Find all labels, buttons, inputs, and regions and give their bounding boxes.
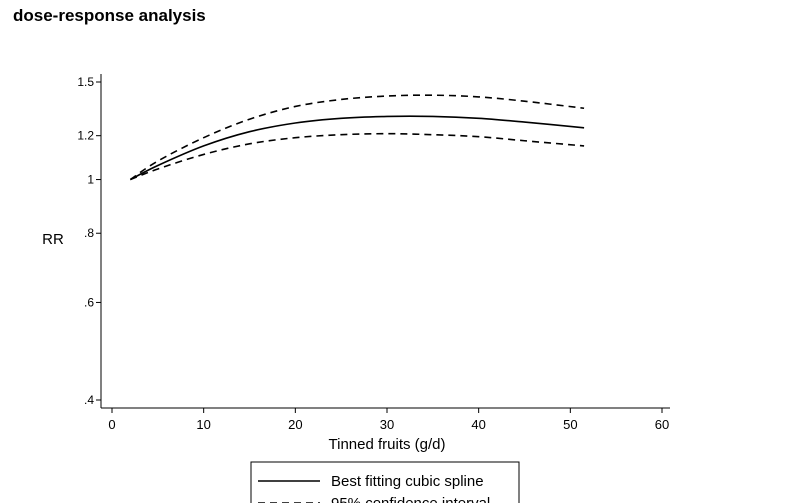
y-tick-label: .4 xyxy=(84,393,94,407)
y-tick-label: .6 xyxy=(84,295,94,309)
x-tick-label: 50 xyxy=(563,417,577,432)
ci-lower-line xyxy=(130,132,585,181)
x-tick-label: 20 xyxy=(288,417,302,432)
y-tick-label: 1.2 xyxy=(77,129,94,143)
y-tick-label: 1 xyxy=(87,173,94,187)
legend: Best fitting cubic spline 95% confidence … xyxy=(250,461,520,503)
x-tick-label: 0 xyxy=(108,417,115,432)
x-tick-label: 40 xyxy=(471,417,485,432)
legend-label: 95% confidence interval xyxy=(331,495,490,503)
y-tick-label: 1.5 xyxy=(77,75,94,89)
x-tick-label: 10 xyxy=(196,417,210,432)
x-tick-label: 30 xyxy=(380,417,394,432)
spline-line xyxy=(129,115,585,181)
x-tick-label: 60 xyxy=(655,417,669,432)
ci-upper-line xyxy=(129,94,585,181)
legend-label: Best fitting cubic spline xyxy=(331,473,484,490)
page-title: dose-response analysis xyxy=(13,6,206,25)
y-tick-label: .8 xyxy=(84,226,94,240)
plot-area xyxy=(129,94,585,181)
legend-box xyxy=(250,461,520,503)
x-axis: 0 10 20 30 40 50 60 xyxy=(101,407,670,432)
x-axis-title: Tinned fruits (g/d) xyxy=(329,436,446,453)
y-axis: .4 .6 .8 1 1.2 1.5 xyxy=(77,74,102,408)
y-axis-title: RR xyxy=(42,231,64,248)
